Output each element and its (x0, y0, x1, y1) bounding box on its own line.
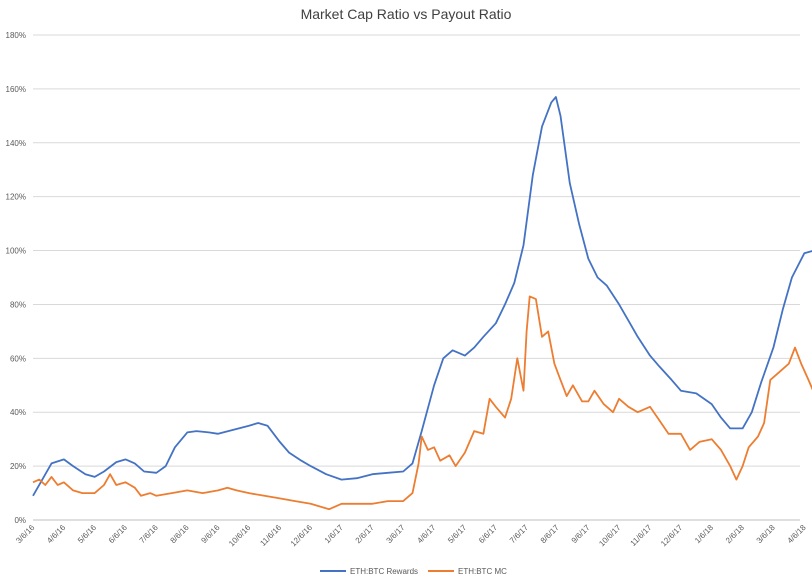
x-tick-label: 10/6/17 (597, 523, 623, 549)
y-axis-tick-labels: 0% 20% 40% 60% 80% 100% 120% 140% 160% 180% (6, 31, 26, 525)
x-tick-label: 8/6/17 (539, 523, 561, 545)
x-tick-label: 7/6/17 (508, 523, 530, 545)
series-line-eth-btc-rewards (32, 96, 812, 497)
x-tick-label: 9/6/16 (199, 523, 221, 545)
x-tick-label: 11/6/16 (258, 523, 283, 548)
y-tick-label: 80% (10, 300, 26, 309)
x-tick-label: 5/6/16 (76, 523, 98, 545)
x-tick-label: 4/6/17 (415, 523, 437, 545)
y-tick-label: 100% (6, 247, 26, 256)
y-tick-label: 120% (6, 193, 26, 202)
x-tick-label: 10/6/16 (227, 523, 253, 549)
x-tick-label: 1/6/18 (693, 523, 715, 545)
x-tick-label: 7/6/16 (138, 523, 160, 545)
x-tick-label: 1/6/17 (323, 523, 345, 545)
x-tick-label: 3/6/18 (755, 523, 777, 545)
legend-label-eth-btc-rewards: ETH:BTC Rewards (350, 567, 418, 576)
x-tick-label: 3/6/17 (385, 523, 407, 545)
y-tick-label: 20% (10, 462, 26, 471)
y-tick-label: 0% (14, 516, 26, 525)
x-tick-label: 6/6/17 (477, 523, 499, 545)
legend-label-eth-btc-mc: ETH:BTC MC (458, 567, 507, 576)
x-tick-label: 4/6/16 (45, 523, 67, 545)
x-tick-label: 12/6/16 (289, 523, 315, 549)
y-tick-label: 40% (10, 408, 26, 417)
y-tick-label: 140% (6, 139, 26, 148)
x-tick-label: 9/6/17 (570, 523, 592, 545)
legend: ETH:BTC Rewards ETH:BTC MC (320, 567, 507, 576)
x-tick-label: 2/6/17 (354, 523, 376, 545)
x-tick-label: 4/6/18 (786, 523, 808, 545)
x-axis-tick-labels: 3/6/16 4/6/16 5/6/16 6/6/16 7/6/16 8/6/16 9/6/… (14, 523, 808, 549)
x-tick-label: 12/6/17 (659, 523, 685, 549)
x-tick-label: 8/6/16 (169, 523, 191, 545)
grid-lines (33, 34, 800, 467)
y-tick-label: 60% (10, 354, 26, 363)
x-tick-label: 2/6/18 (724, 523, 746, 545)
y-tick-label: 180% (6, 31, 26, 40)
x-tick-label: 3/6/16 (14, 523, 36, 545)
x-tick-label: 11/6/17 (629, 523, 654, 548)
series-lines (32, 96, 812, 511)
x-tick-label: 5/6/17 (446, 523, 468, 545)
y-tick-label: 160% (6, 85, 26, 94)
chart-title: Market Cap Ratio vs Payout Ratio (301, 6, 512, 22)
series-line-eth-btc-mc (32, 295, 812, 511)
x-tick-label: 6/6/16 (107, 523, 129, 545)
